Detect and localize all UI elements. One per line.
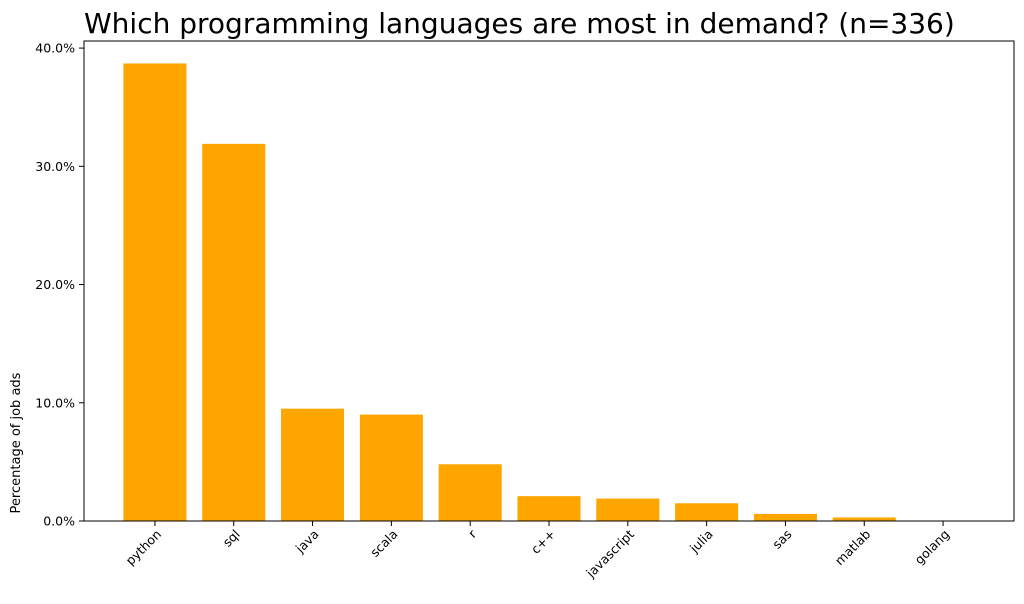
x-tick-label: python: [123, 527, 165, 569]
y-tick-label: 40.0%: [35, 41, 75, 56]
x-tick-label: java: [292, 527, 322, 557]
x-tick-label: r: [465, 526, 480, 541]
bar-scala: [359, 414, 423, 521]
bar-r: [438, 464, 502, 521]
y-axis-label: Percentage of job ads: [9, 372, 24, 513]
x-tick-label: c++: [528, 527, 558, 557]
bar-sas: [753, 513, 817, 521]
x-tick-label: sas: [769, 527, 794, 552]
y-tick-label: 10.0%: [35, 395, 75, 410]
bar-matlab: [832, 517, 896, 521]
x-tick-label: golang: [911, 527, 952, 568]
x-axis-ticks: python sql java scala r c++ javascript julia sas…: [123, 521, 952, 581]
bar-sql: [202, 143, 266, 522]
x-tick-label: matlab: [832, 526, 874, 568]
x-tick-label: javascript: [582, 526, 637, 581]
bar-javascript: [596, 498, 660, 521]
x-tick-label: sql: [220, 527, 243, 550]
y-tick-label: 30.0%: [35, 159, 75, 174]
y-tick-label: 0.0%: [43, 514, 75, 529]
bar-java: [281, 408, 345, 521]
bar-python: [123, 63, 187, 522]
x-tick-label: julia: [686, 527, 716, 557]
x-tick-label: scala: [367, 527, 400, 560]
bar-c-: [517, 496, 581, 521]
bars-layer: [123, 63, 896, 522]
y-tick-label: 20.0%: [35, 277, 75, 292]
y-axis-ticks: 0.0% 10.0% 20.0% 30.0% 40.0%: [35, 41, 84, 529]
chart-title: Which programming languages are most in …: [84, 7, 955, 40]
bar-julia: [675, 503, 739, 521]
plot-frame: [83, 40, 1015, 522]
